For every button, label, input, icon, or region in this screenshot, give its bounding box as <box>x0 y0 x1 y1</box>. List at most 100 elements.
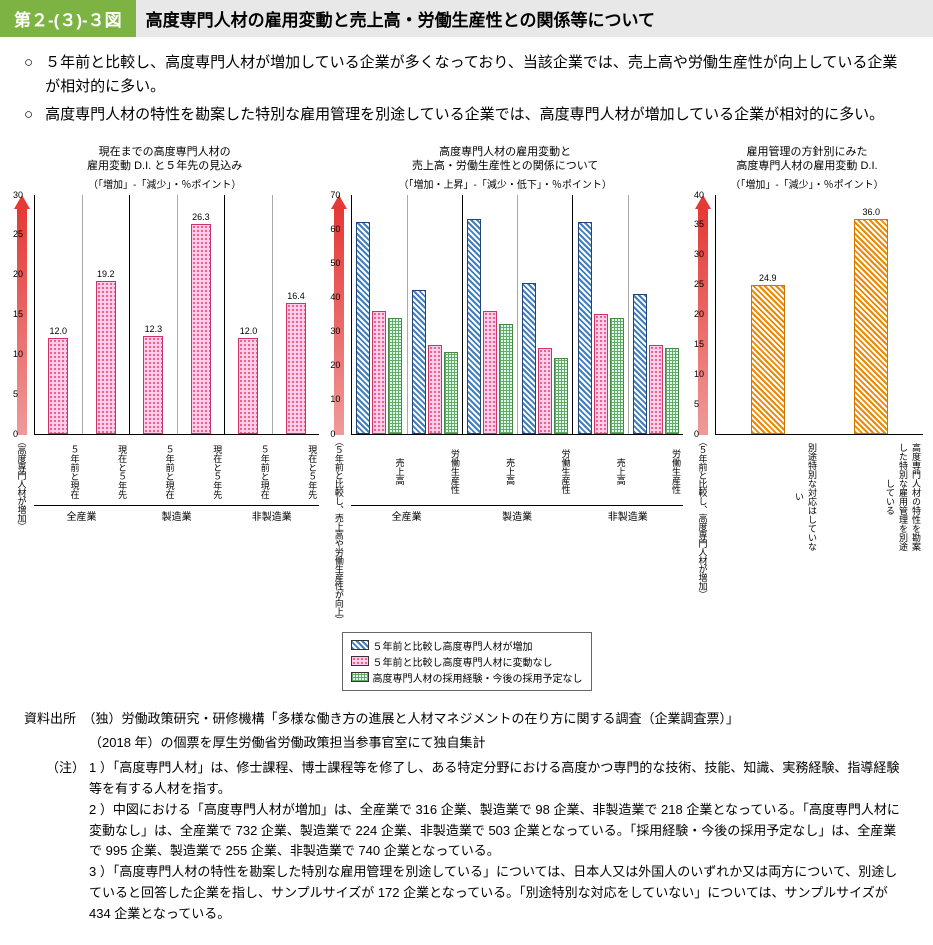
bar-group: 12.0 <box>35 195 83 434</box>
summary-bullets: ○ ５年前と比較し、高度専門人材が増加している企業が多くなっており、当該企業では… <box>0 51 933 145</box>
x-axis-3: 別途特別な対応はしていない高度専門人材の特性を勘案した特別な雇用管理を別途してい… <box>715 435 923 555</box>
chart-sublabel: （「増加・上昇」-「減少・低下」・％ポイント） <box>398 176 611 191</box>
bar <box>444 352 458 434</box>
bar <box>522 283 536 433</box>
bar <box>665 348 679 433</box>
chart-title: 現在までの高度専門人材の 雇用変動 D.I. と５年先の見込み <box>87 145 242 174</box>
x-label: 労働生産性 <box>517 435 572 505</box>
group-label: 全産業 <box>34 505 129 525</box>
bar: 36.0 <box>854 219 888 434</box>
figure-header: 第２-(３)-３図 高度専門人材の雇用変動と売上高・労働生産性との関係等について <box>0 0 933 37</box>
group-label: 製造業 <box>462 505 573 525</box>
bar: 12.3 <box>143 336 163 434</box>
bar-value-label: 36.0 <box>863 207 881 217</box>
figure-tag: 第２-(３)-３図 <box>0 0 136 37</box>
bar: 24.9 <box>751 285 785 434</box>
bar-group <box>573 195 628 434</box>
swatch-blue <box>351 640 369 650</box>
legend-item: ５年前と比較し高度専門人材に変動なし <box>351 654 583 669</box>
bullet-item: ○ 高度専門人材の特性を勘案した特別な雇用管理を別途している企業では、高度専門人… <box>24 103 909 127</box>
y-tick: 40 <box>330 292 340 302</box>
footnotes: 資料出所 （独）労働政策研究・研修機構「多様な働き方の進展と人材マネジメントの在… <box>0 701 933 945</box>
bar-group <box>629 195 683 434</box>
group-label: 非製造業 <box>224 505 319 525</box>
legend-item: ５年前と比較し高度専門人材が増加 <box>351 638 583 653</box>
bullet-item: ○ ５年前と比較し、高度専門人材が増加している企業が多くなっており、当該企業では… <box>24 51 909 99</box>
x-axis-1: ５年前と現在現在と５年先５年前と現在現在と５年先５年前と現在現在と５年先 <box>34 435 319 505</box>
bar <box>610 318 624 434</box>
x-label: ５年前と現在 <box>34 435 82 505</box>
x-label: 売上高 <box>462 435 517 505</box>
bar <box>594 314 608 434</box>
y-tick: 35 <box>694 219 704 229</box>
x-label: 売上高 <box>351 435 406 505</box>
x-label: 別途特別な対応はしていない <box>715 435 819 555</box>
bar-value-label: 12.0 <box>50 326 68 336</box>
y-tick: 10 <box>694 369 704 379</box>
legend-container: ５年前と比較し高度専門人材が増加 ５年前と比較し高度専門人材に変動なし 高度専門… <box>0 626 933 701</box>
y-tick: 70 <box>330 190 340 200</box>
y-tick: 60 <box>330 224 340 234</box>
note-row: 3 ）「高度専門人材の特性を勘案した特別な雇用管理を別途している」については、日… <box>24 862 909 924</box>
swatch-pink <box>351 656 369 666</box>
bar <box>633 294 647 434</box>
bar-group: 12.0 <box>225 195 273 434</box>
y-tick: 0 <box>694 429 699 439</box>
bar <box>428 345 442 434</box>
x-label: 現在と５年先 <box>82 435 130 505</box>
bar <box>554 358 568 433</box>
bar <box>578 222 592 434</box>
legend-text: ５年前と比較し高度専門人材が増加 <box>373 638 533 653</box>
bar-group: 24.9 <box>716 195 820 434</box>
bar: 16.4 <box>286 303 306 434</box>
y-tick: 25 <box>13 229 23 239</box>
bar: 19.2 <box>96 281 116 434</box>
bar <box>372 311 386 434</box>
arrow-label: （５年前と比較し、売上高や労働生産性が向上） <box>333 437 346 624</box>
bar: 12.0 <box>48 338 68 434</box>
group-labels-2: 全産業製造業非製造業 <box>351 505 683 525</box>
bar <box>356 222 370 434</box>
source-line: （2018 年）の個票を厚生労働省労働政策担当参事官室にて独自集計 <box>24 733 909 754</box>
x-label: ５年前と現在 <box>224 435 272 505</box>
legend-text: 高度専門人材の採用経験・今後の採用予定なし <box>373 670 583 685</box>
group-label: 全産業 <box>351 505 462 525</box>
group-label: 製造業 <box>129 505 224 525</box>
y-tick: 20 <box>13 269 23 279</box>
y-tick: 25 <box>694 279 704 289</box>
bar-value-label: 26.3 <box>192 212 210 222</box>
bar-group: 19.2 <box>83 195 131 434</box>
x-label: 労働生産性 <box>407 435 462 505</box>
y-tick: 10 <box>330 394 340 404</box>
x-axis-2: 売上高労働生産性売上高労働生産性売上高労働生産性 <box>351 435 683 505</box>
arrow-label: （高度専門人材が増加） <box>16 437 29 531</box>
bar <box>388 318 402 434</box>
note-body: 1 ）「高度専門人材」は、修士課程、博士課程等を修了し、ある特定分野における高度… <box>89 758 909 800</box>
x-label: 現在と５年先 <box>177 435 225 505</box>
swatch-green <box>351 672 369 682</box>
bar: 26.3 <box>191 224 211 434</box>
bullet-text: ５年前と比較し、高度専門人材が増加している企業が多くなっており、当該企業では、売… <box>45 51 909 99</box>
y-tick: 20 <box>330 360 340 370</box>
bar <box>467 219 481 434</box>
chart-sublabel: （「増加」-「減少」・％ポイント） <box>88 176 241 191</box>
y-tick: 30 <box>330 326 340 336</box>
legend-text: ５年前と比較し高度専門人材に変動なし <box>373 654 553 669</box>
group-labels-1: 全産業製造業非製造業 <box>34 505 319 525</box>
plot-area-3: 051015202530354024.936.0 <box>715 195 923 435</box>
y-tick: 5 <box>13 389 18 399</box>
bar <box>649 345 663 434</box>
x-label: 労働生産性 <box>628 435 683 505</box>
note-head: （注） <box>24 758 89 800</box>
x-label: 売上高 <box>572 435 627 505</box>
y-tick: 10 <box>13 349 23 359</box>
chart-sublabel: （「増加」-「減少」・％ポイント） <box>730 176 883 191</box>
bar-group: 36.0 <box>820 195 924 434</box>
x-label: ５年前と現在 <box>129 435 177 505</box>
bar-value-label: 16.4 <box>287 291 305 301</box>
plot-area-2: 010203040506070 <box>351 195 683 435</box>
bullet-text: 高度専門人材の特性を勘案した特別な雇用管理を別途している企業では、高度専門人材が… <box>45 103 884 127</box>
bar <box>483 311 497 434</box>
bar-group: 26.3 <box>178 195 226 434</box>
y-tick: 40 <box>694 190 704 200</box>
